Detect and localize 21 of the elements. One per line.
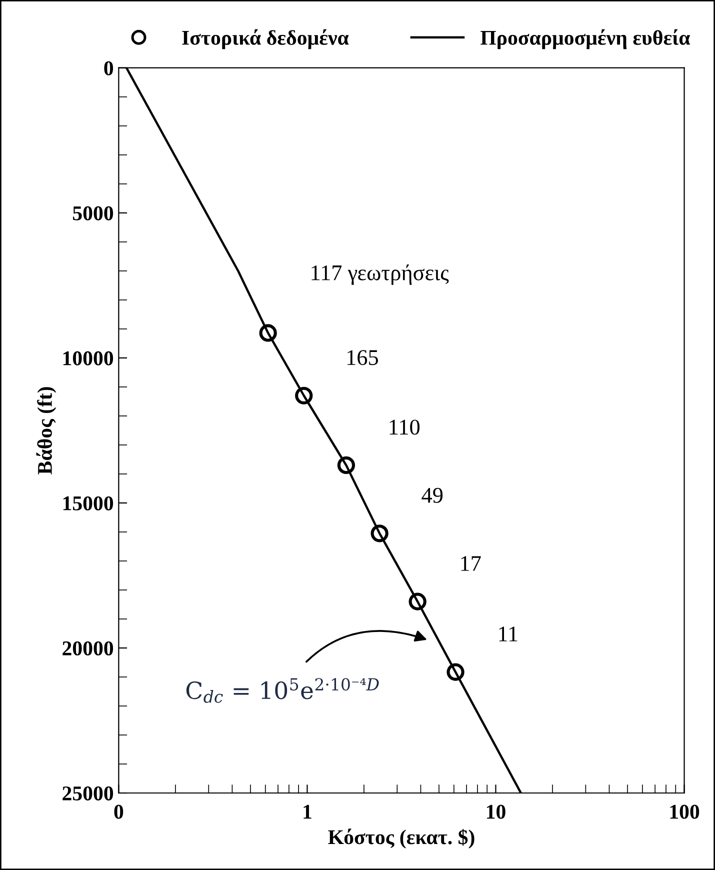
x-axis-title: Κόστος (εκατ. $) <box>328 828 474 848</box>
x-tick-label: 1 <box>304 804 312 819</box>
annotation: 117 γεωτρήσεις <box>312 264 449 285</box>
y-axis-title: Βάθος (ft) <box>36 387 56 474</box>
legend-label: Προσαρμοσμένη ευθεία <box>480 29 690 50</box>
annotation: 11 <box>499 626 518 642</box>
y-tick-label: 20000 <box>62 641 114 656</box>
y-tick-label: 5000 <box>72 206 114 220</box>
x-tick-label: 0 <box>114 804 124 819</box>
annotation: 165 <box>347 350 378 366</box>
x-tick-label: 100 <box>670 804 700 819</box>
y-tick-label: 15000 <box>63 496 114 510</box>
y-tick-label: 0 <box>104 61 114 76</box>
x-tick-label: 10 <box>486 804 506 819</box>
y-tick-label: 10000 <box>63 351 114 366</box>
y-tick-label: 25000 <box>62 786 114 800</box>
legend-label: Ιστορικά δεδομένα <box>182 29 349 50</box>
annotation: 110 <box>390 420 420 435</box>
annotation: 49 <box>422 488 443 503</box>
annotation: 17 <box>461 556 481 571</box>
annotation: C$_{dc}$ = 10$^{5}$e$^{2·10⁻⁴D}$ <box>186 678 379 703</box>
